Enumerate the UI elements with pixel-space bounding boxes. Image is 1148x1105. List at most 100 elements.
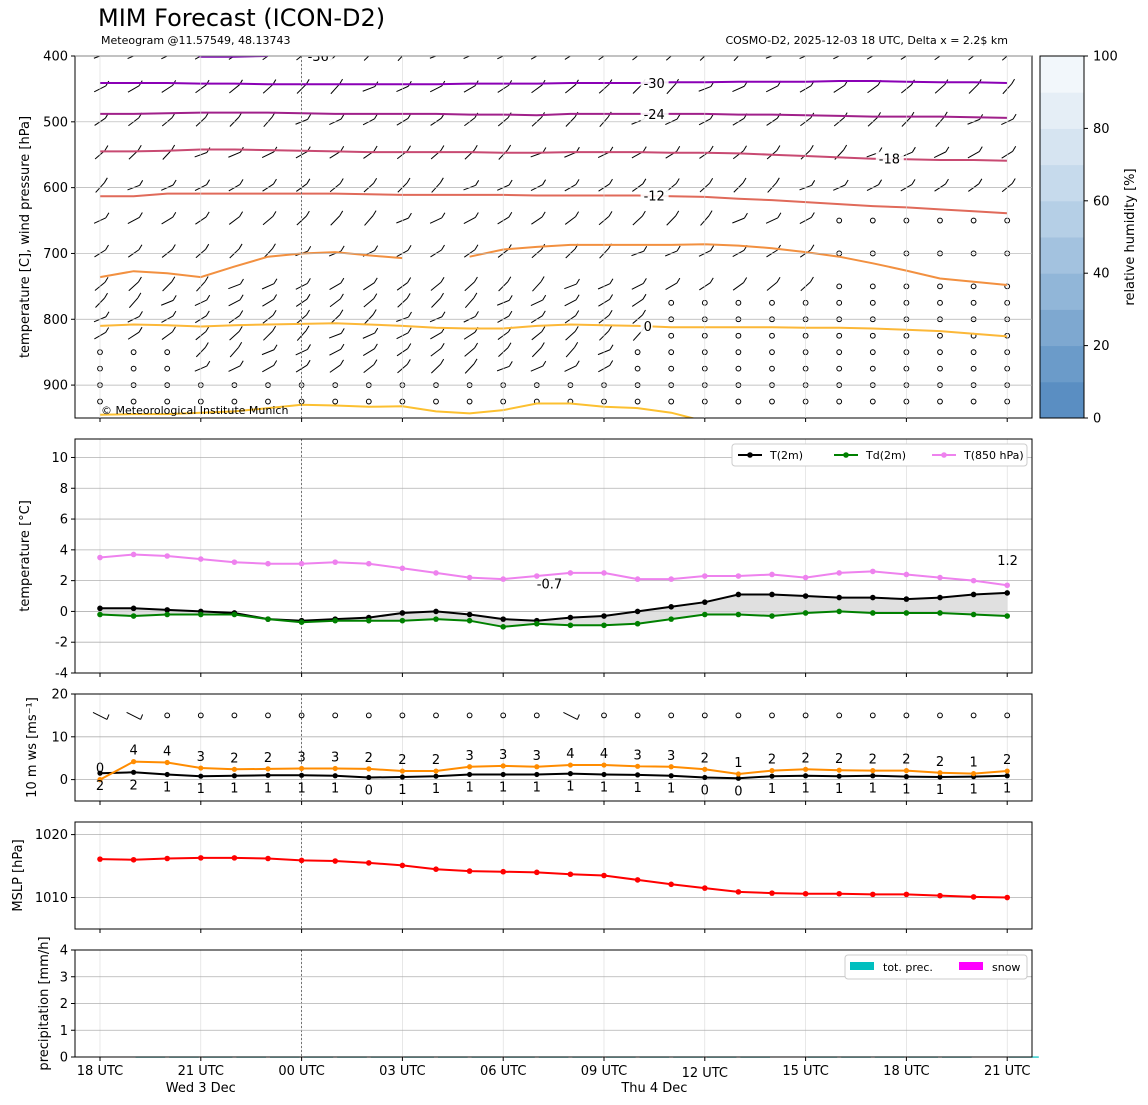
data-point [870,594,876,601]
wind-barb-flag [743,46,746,51]
calm-wind-marker [735,712,742,719]
wind-barb [564,283,577,290]
pressure-frame [74,821,1033,930]
wind-barb-flag [239,360,244,367]
data-point [164,759,170,766]
data-point [769,591,775,598]
data-point [265,855,271,862]
colorbar-segment [1040,237,1084,274]
wind-barb-flag [945,47,948,52]
data-point [130,551,137,558]
wind-barb [127,56,135,60]
wind-barb-flag [911,179,916,185]
wind-barb-flag [979,47,982,52]
data-point [702,611,708,618]
wind-barb-flag [239,310,244,316]
wind-barb-flag [172,211,177,218]
wind-barb-flag [340,113,345,120]
wind-barb [532,281,542,292]
wind-barb [363,56,370,61]
calm-wind-marker [164,365,171,372]
gust-label: 3 [465,749,473,764]
wind-barb [364,215,374,226]
calm-wind-marker [970,349,977,356]
wind-barb-flag [206,294,211,301]
wind-barb [632,56,639,61]
wind-barb-flag [240,48,243,53]
calm-wind-marker [298,712,305,719]
data-point [231,559,238,565]
legend-marker [941,452,947,458]
wind-barb [732,150,744,160]
calm-wind-marker [937,365,943,372]
data-point [500,576,507,582]
data-point [130,605,137,612]
wind-barb [564,56,572,60]
wind-barb-flag [238,342,243,348]
calm-wind-marker [164,349,171,356]
data-point [567,871,574,878]
wind-barb [833,84,845,93]
calm-wind-marker [332,398,339,405]
wind-barb-flag [104,145,109,151]
colorbar-segment [1040,273,1084,310]
wind-barb-flag [709,277,714,284]
calm-wind-marker [634,712,641,719]
colorbar-segment [1040,128,1084,166]
gust-label: 3 [331,750,339,765]
legend-box [731,443,1028,467]
wind-barb-flag [440,292,444,299]
gust-label: 4 [600,747,608,762]
wind-barb-flag [609,178,613,185]
wind-barb-flag [743,212,748,219]
wind-barb-flag [407,145,411,151]
calm-wind-marker [836,332,843,339]
calm-wind-marker [869,332,876,339]
wind-barb [161,84,173,93]
data-point [97,777,103,783]
data-point [534,869,540,876]
wind-barb-flag [474,276,478,283]
wind-barb-flag [172,295,177,301]
calm-wind-marker [903,712,910,719]
data-point [467,764,473,770]
wind-barb-flag [442,49,445,54]
wind-barb-flag [541,326,546,332]
wind-barb-flag [643,245,648,252]
y-tick-label: 400 [43,50,68,65]
colorbar-tick-label: 0 [1093,412,1101,427]
data-point [634,608,641,615]
wind-barb-flag [641,210,646,217]
wind-barb-flag [609,278,614,284]
mean-wind-label: 1 [197,782,205,797]
wind-barb-flag [137,144,142,151]
wind-barb [967,151,980,159]
mean-wind-label: 1 [398,783,406,798]
mean-wind-label: 1 [264,781,272,796]
data-point [433,768,439,774]
wind-barb-flag [440,145,445,151]
wind-barb [228,216,240,225]
wind-barb [531,84,543,94]
y-tick-label: 0 [60,773,68,788]
wind-barb [261,283,275,290]
wind-barb-flag [173,48,176,53]
data-point [668,576,674,582]
wind-barb [126,711,141,720]
wind-barb-flag [273,278,278,284]
wind-barb [563,711,578,720]
data-point [970,591,977,598]
wind-barb [564,216,576,225]
data-point [937,610,943,616]
y-tick-label: 600 [43,181,68,196]
wind-barb-flag [273,47,276,52]
calm-wind-marker [937,299,943,306]
pressure-panel: 1010 1020 MSLP [hPa] [11,821,1033,933]
mean-wind-label: 1 [835,782,843,797]
y-axis-label: temperature [C], wind pressure [hPa] [18,116,33,358]
wind-barb-flag [339,78,343,85]
wind-barb-flag [540,342,545,348]
data-point [97,611,103,618]
wind-barb-flag [574,326,579,332]
wind-barb-flag [710,245,715,251]
